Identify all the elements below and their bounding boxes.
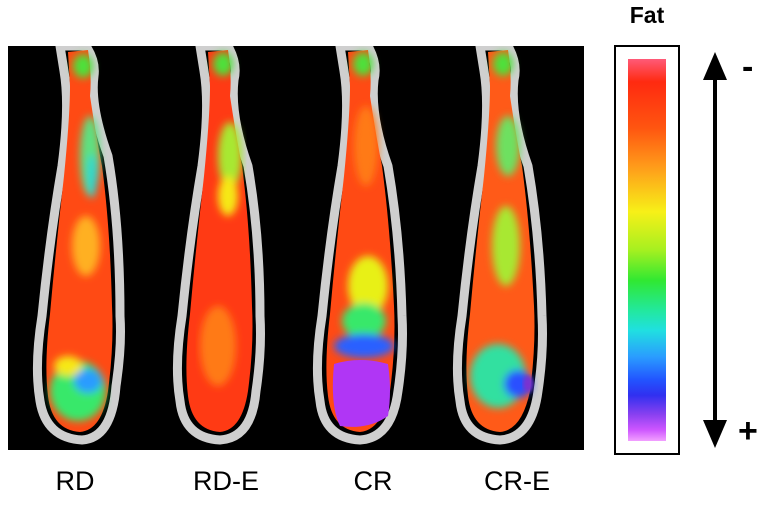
color-scale-bar xyxy=(628,59,666,441)
label-rd-e: RD-E xyxy=(193,466,259,496)
color-scale-box xyxy=(614,45,680,455)
label-rd: RD xyxy=(55,466,95,496)
label-cr: CR xyxy=(353,466,393,496)
bone-cr xyxy=(312,46,407,445)
bone-rd-e xyxy=(172,46,265,445)
double-arrow-icon xyxy=(703,52,727,448)
legend-title: Fat xyxy=(629,2,665,28)
bone-images xyxy=(32,46,547,445)
legend-low-label: - xyxy=(742,48,754,86)
bone-rd xyxy=(32,46,125,445)
bone-cr-e xyxy=(452,46,547,445)
legend-high-label: + xyxy=(738,412,758,450)
mri-panel xyxy=(8,46,584,450)
label-cr-e: CR-E xyxy=(484,466,550,496)
